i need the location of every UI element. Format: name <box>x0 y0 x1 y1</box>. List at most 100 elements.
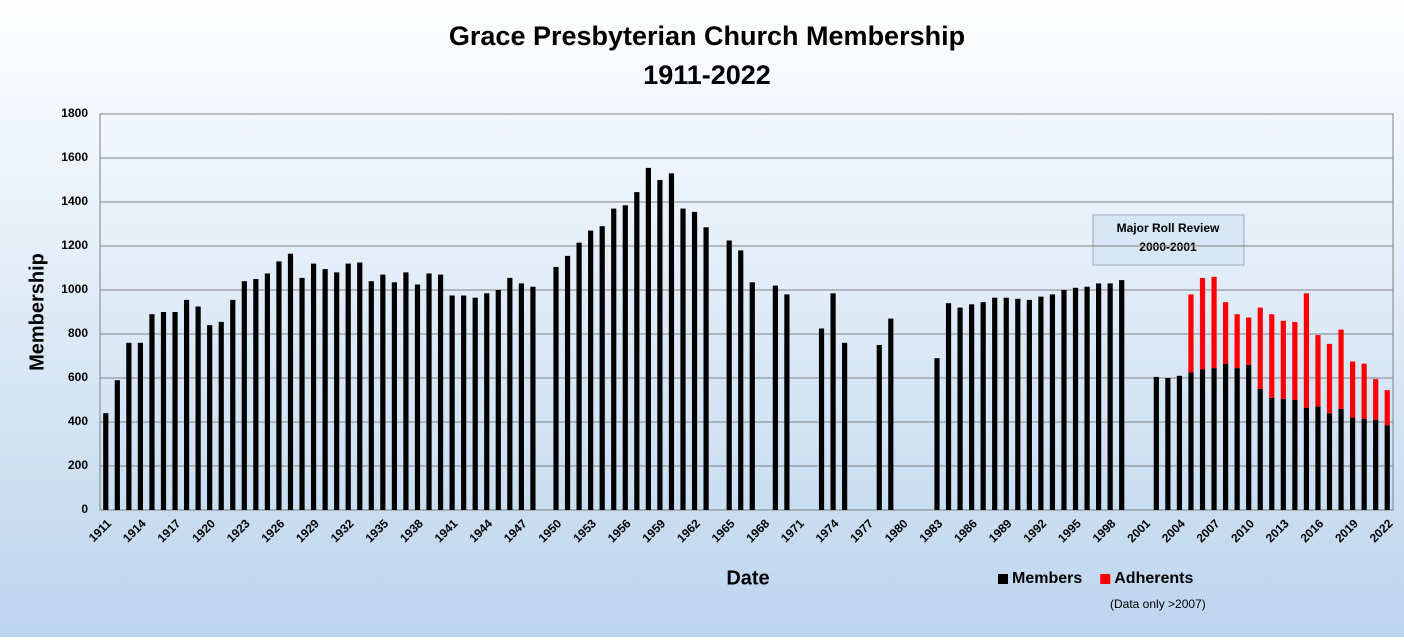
bar <box>992 297 998 510</box>
bar <box>1315 335 1321 407</box>
annotation-text: Major Roll Review <box>1117 221 1220 235</box>
bar <box>287 253 294 510</box>
bar <box>126 342 132 510</box>
bar <box>1188 372 1194 510</box>
bar <box>599 226 605 510</box>
y-tick-label: 1400 <box>61 194 88 208</box>
bar <box>1361 418 1367 510</box>
bar <box>1096 283 1102 510</box>
bar <box>1234 368 1240 510</box>
bar <box>414 284 421 510</box>
bar <box>680 208 686 510</box>
bar <box>1361 363 1367 419</box>
y-tick-label: 800 <box>68 326 88 340</box>
bar <box>518 283 524 510</box>
legend-swatch <box>1100 574 1111 584</box>
bar <box>818 328 825 510</box>
legend-note: (Data only >2007) <box>1110 597 1206 611</box>
bar <box>114 380 120 510</box>
bar <box>183 299 190 510</box>
bar <box>230 299 236 510</box>
bar <box>264 273 270 510</box>
bar <box>299 277 305 510</box>
annotation-text: 2000-2001 <box>1139 240 1197 254</box>
legend-label: Members <box>1012 570 1082 587</box>
bar <box>1257 307 1263 389</box>
bar <box>738 250 744 510</box>
bar <box>437 274 444 510</box>
bar <box>842 342 848 510</box>
bar <box>726 240 732 510</box>
bar <box>276 261 282 510</box>
bar <box>1061 290 1067 510</box>
bar <box>1119 280 1125 510</box>
y-tick-label: 0 <box>81 502 88 516</box>
annotation-frame <box>1092 214 1245 266</box>
bar <box>1269 314 1275 398</box>
bar <box>945 303 952 510</box>
bar <box>1246 364 1252 510</box>
legend-label: Adherents <box>1114 570 1193 587</box>
bar <box>969 304 975 510</box>
bar <box>1292 321 1298 400</box>
bar <box>1072 287 1079 510</box>
bar <box>934 358 940 510</box>
bar <box>1176 375 1183 510</box>
bar <box>1280 398 1286 510</box>
bar <box>691 211 698 510</box>
bar <box>368 281 374 510</box>
bar <box>391 282 397 510</box>
bar <box>1165 378 1171 510</box>
bar <box>472 297 478 510</box>
bar <box>668 173 675 510</box>
bar <box>830 293 836 510</box>
bar <box>749 282 755 510</box>
bar <box>149 314 155 510</box>
bar <box>1188 294 1194 373</box>
bar <box>241 281 247 510</box>
bar <box>310 263 317 510</box>
bar <box>1234 314 1240 369</box>
bar <box>1326 343 1333 414</box>
bar <box>772 285 778 510</box>
y-axis-label: Membership <box>26 253 48 371</box>
bar <box>345 263 351 510</box>
bar <box>645 167 651 510</box>
bar <box>1338 329 1344 409</box>
bar <box>957 307 963 510</box>
bar <box>160 312 167 510</box>
chart-title: Grace Presbyterian Church Membership <box>449 21 965 51</box>
bar <box>1303 407 1310 510</box>
bar <box>495 290 501 510</box>
bar <box>1003 297 1009 510</box>
bar <box>1292 400 1298 510</box>
bar <box>1269 397 1275 510</box>
bar <box>380 274 386 510</box>
bar <box>564 255 571 510</box>
bar <box>1280 320 1286 399</box>
bar <box>888 318 894 510</box>
chart-subtitle: 1911-2022 <box>643 60 771 90</box>
bar <box>657 180 663 510</box>
y-tick-label: 1200 <box>61 238 88 252</box>
y-tick-label: 1600 <box>61 150 88 164</box>
bar <box>484 293 490 510</box>
bar <box>588 230 594 510</box>
bar <box>103 413 109 510</box>
bar <box>1199 277 1206 370</box>
bar <box>1223 363 1229 510</box>
bar <box>253 279 259 510</box>
bar <box>611 208 617 510</box>
bar <box>507 277 513 510</box>
bar <box>1026 299 1032 510</box>
bar <box>172 312 178 510</box>
bar <box>1049 294 1056 510</box>
y-tick-label: 1000 <box>61 282 88 296</box>
bar <box>876 345 882 510</box>
bar <box>207 325 213 510</box>
bar <box>1246 317 1252 365</box>
bar <box>622 205 628 511</box>
bar <box>1338 408 1344 510</box>
bar <box>1349 361 1356 418</box>
bar <box>1315 406 1321 510</box>
